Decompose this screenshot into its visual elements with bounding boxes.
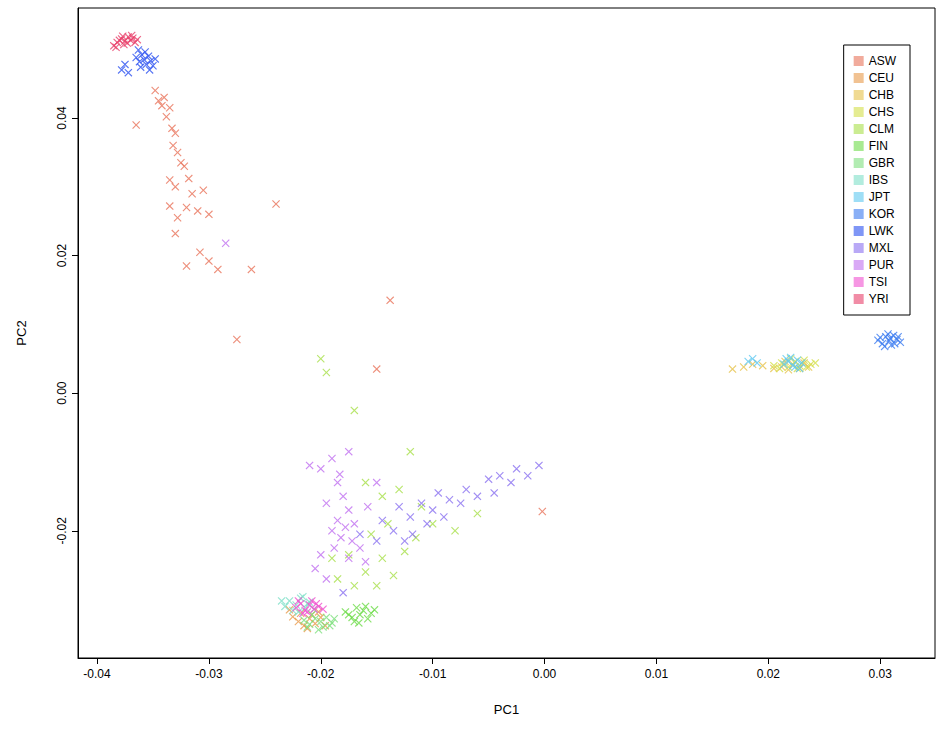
svg-text:0.03: 0.03: [868, 667, 892, 681]
svg-text:JPT: JPT: [869, 190, 891, 204]
svg-text:-0.01: -0.01: [419, 667, 447, 681]
svg-text:MXL: MXL: [869, 241, 894, 255]
svg-text:0.00: 0.00: [55, 381, 69, 405]
svg-text:0.02: 0.02: [757, 667, 781, 681]
svg-text:CHS: CHS: [869, 105, 894, 119]
svg-text:TSI: TSI: [869, 275, 888, 289]
svg-text:-0.02: -0.02: [307, 667, 335, 681]
svg-text:0.04: 0.04: [55, 106, 69, 130]
svg-text:CHB: CHB: [869, 88, 894, 102]
svg-text:PC1: PC1: [494, 702, 519, 717]
svg-text:-0.03: -0.03: [195, 667, 223, 681]
svg-text:GBR: GBR: [869, 156, 895, 170]
svg-text:PUR: PUR: [869, 258, 895, 272]
svg-text:IBS: IBS: [869, 173, 888, 187]
svg-text:-0.04: -0.04: [83, 667, 111, 681]
svg-text:CLM: CLM: [869, 122, 894, 136]
svg-text:0.00: 0.00: [533, 667, 557, 681]
svg-text:YRI: YRI: [869, 292, 889, 306]
svg-text:0.02: 0.02: [55, 244, 69, 268]
svg-text:LWK: LWK: [869, 224, 894, 238]
svg-text:0.01: 0.01: [645, 667, 669, 681]
svg-text:CEU: CEU: [869, 71, 894, 85]
svg-text:FIN: FIN: [869, 139, 888, 153]
svg-text:PC2: PC2: [14, 320, 29, 345]
svg-text:KOR: KOR: [869, 207, 895, 221]
svg-text:-0.02: -0.02: [55, 517, 69, 545]
svg-text:ASW: ASW: [869, 54, 897, 68]
